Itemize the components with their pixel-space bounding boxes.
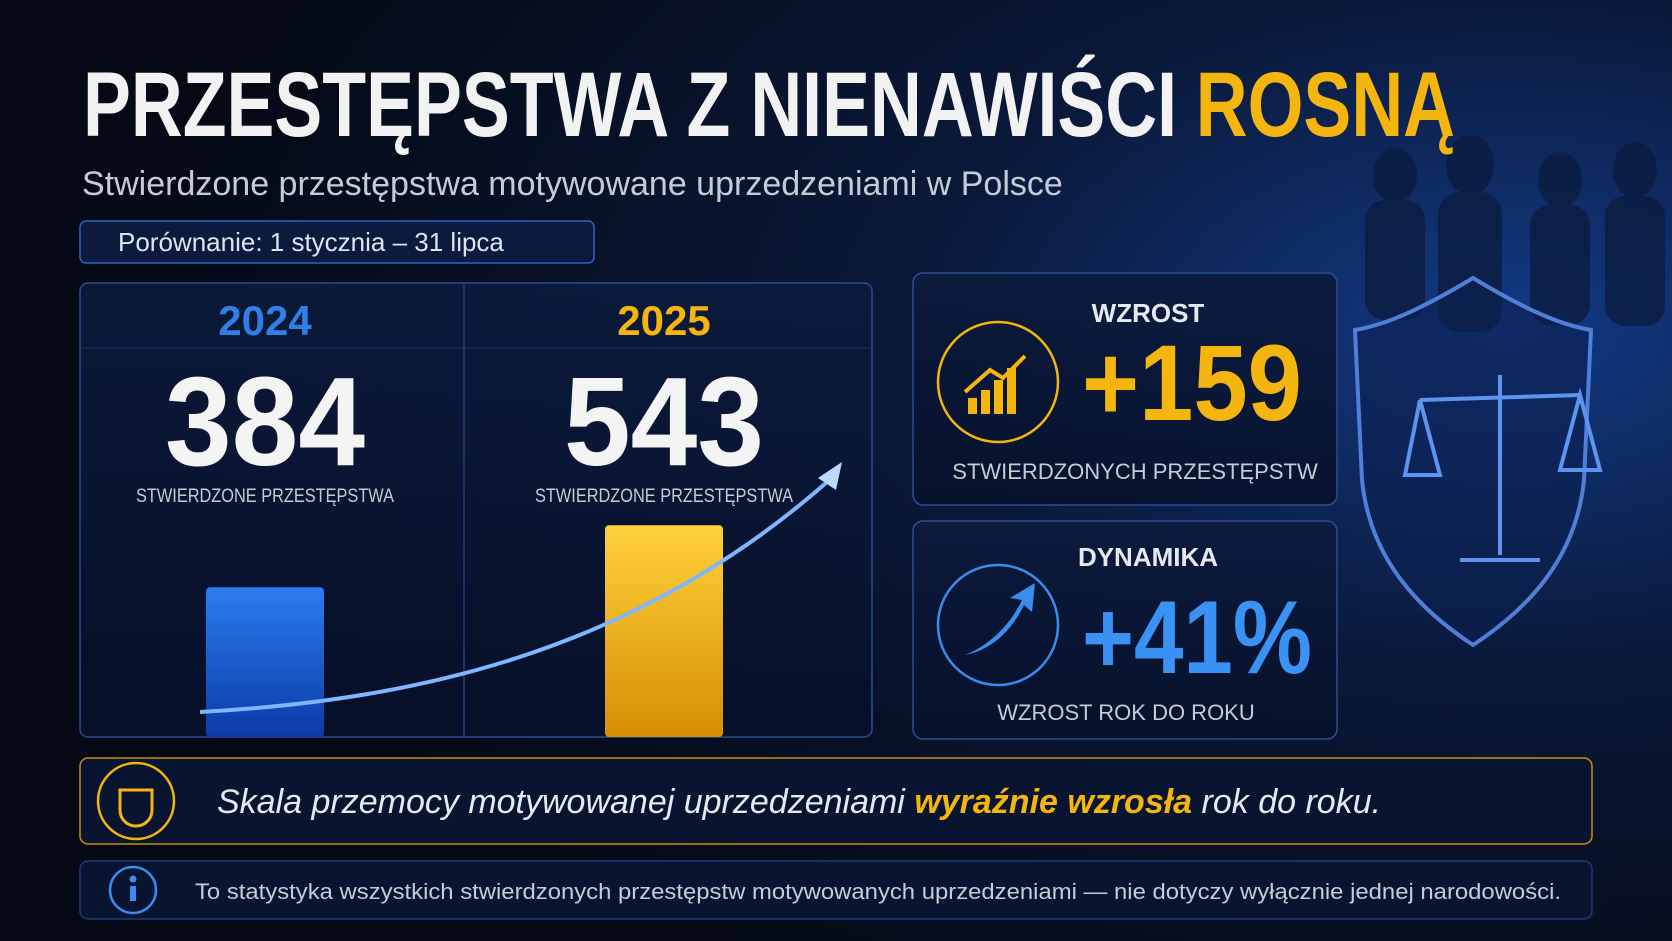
statement-after: rok do roku. <box>1192 783 1381 821</box>
count-label: STWIERDZONE PRZESTĘPSTWA <box>535 486 793 507</box>
title-main: PRZESTĘPSTWA Z NIENAWIŚCI <box>83 53 1177 156</box>
increase-icon <box>936 320 1060 444</box>
note: To statystyka wszystkich stwierdzonych p… <box>195 879 1561 904</box>
note-box <box>79 860 1593 920</box>
statement-box <box>79 757 1593 845</box>
dynamics-icon-arrow <box>965 583 1035 655</box>
statement: Skala przemocy motywowanej uprzedzeniami… <box>217 783 1381 821</box>
arrow-head <box>818 462 842 490</box>
increase-icon-line <box>963 354 1027 394</box>
statement-before: Skala przemocy motywowanej uprzedzeniami <box>217 783 914 821</box>
count-label: STWIERDZONE PRZESTĘPSTWA <box>136 486 394 507</box>
increase-card <box>912 272 1338 506</box>
subtitle: Stwierdzone przestępstwa motywowane uprz… <box>82 165 1063 203</box>
growth-arrow <box>199 473 837 714</box>
statement-highlight: wyraźnie wzrosła <box>914 783 1192 821</box>
title: PRZESTĘPSTWA Z NIENAWIŚCIROSNĄ <box>83 53 1455 156</box>
silhouettes <box>1365 135 1665 332</box>
info-icon-stem <box>130 886 136 901</box>
dynamics-card <box>912 520 1338 740</box>
fist-icon <box>118 788 154 828</box>
info-icon <box>108 865 158 915</box>
increase-value: +159 <box>1082 322 1302 443</box>
shield-icon <box>1352 275 1603 648</box>
bar <box>605 525 723 737</box>
increase-label: STWIERDZONYCH PRZESTĘPSTW <box>952 459 1318 484</box>
info-icon-dot <box>129 875 137 883</box>
period: Porównanie: 1 stycznia – 31 lipca <box>118 227 504 257</box>
year: 2025 <box>617 297 710 344</box>
statement-icon <box>96 761 176 841</box>
dynamics-title: DYNAMIKA <box>1078 542 1218 572</box>
dynamics-label: WZROST ROK DO ROKU <box>997 700 1255 725</box>
title-highlight: ROSNĄ <box>1196 54 1455 156</box>
count: 384 <box>165 351 365 492</box>
year: 2024 <box>218 297 312 344</box>
increase-icon-bars <box>968 368 1016 414</box>
increase-title: WZROST <box>1092 298 1205 328</box>
dynamics-icon <box>936 563 1060 687</box>
bar <box>206 587 324 737</box>
count: 543 <box>564 351 764 492</box>
dynamics-value: +41% <box>1082 580 1312 696</box>
period-pill <box>79 220 595 264</box>
